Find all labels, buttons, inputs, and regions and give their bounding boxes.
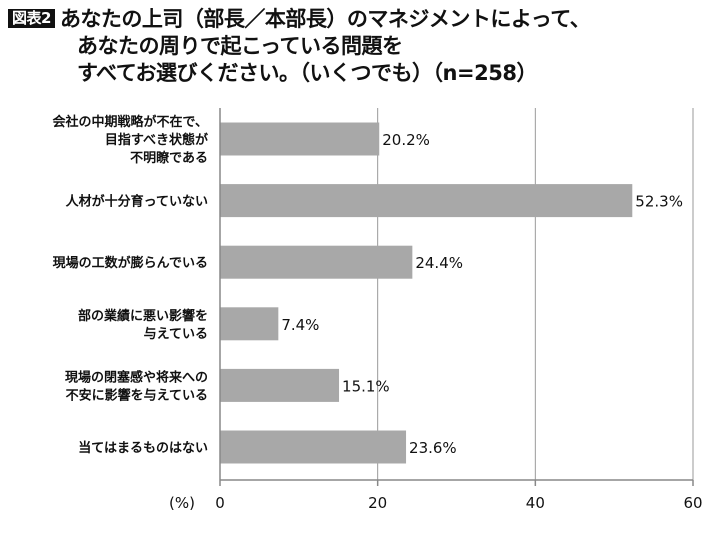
value-label: 52.3% bbox=[635, 193, 683, 211]
bar bbox=[220, 368, 340, 402]
chart-title: 図表2 あなたの上司（部長／本部長）のマネジメントによって、 あなたの周りで起こっ… bbox=[8, 6, 708, 87]
title-line-1: 図表2 あなたの上司（部長／本部長）のマネジメントによって、 bbox=[8, 6, 708, 33]
x-tick-label: 0 bbox=[215, 494, 225, 512]
unit-label: (%) bbox=[169, 494, 195, 512]
bar bbox=[220, 245, 413, 279]
value-label: 7.4% bbox=[281, 316, 319, 334]
category-label: 会社の中期戦略が不在で、 bbox=[53, 114, 208, 130]
category-label: 与えている bbox=[144, 327, 208, 342]
category-label: 現場の閉塞感や将来への bbox=[65, 369, 208, 385]
category-label: 人材が十分育っていない bbox=[66, 194, 208, 210]
title-text-1: あなたの上司（部長／本部長）のマネジメントによって、 bbox=[59, 7, 591, 31]
bar bbox=[220, 122, 380, 156]
value-label: 23.6% bbox=[409, 439, 457, 457]
value-label: 20.2% bbox=[382, 131, 430, 149]
category-label: 現場の工数が膨らんでいる bbox=[53, 255, 208, 271]
category-label: 当てはまるものはない bbox=[78, 440, 208, 456]
category-label: 部の業績に悪い影響を bbox=[78, 308, 208, 324]
value-label: 15.1% bbox=[342, 377, 390, 395]
bar bbox=[220, 430, 407, 464]
x-tick-label: 60 bbox=[683, 494, 702, 512]
category-label: 不安に影響を与えている bbox=[66, 387, 208, 403]
category-label: 目指すべき状態が bbox=[105, 132, 208, 148]
bar bbox=[220, 184, 633, 218]
value-label: 24.4% bbox=[415, 254, 463, 272]
category-label: 不明瞭である bbox=[130, 150, 208, 166]
figure-badge: 図表2 bbox=[8, 9, 55, 28]
title-line-2: あなたの周りで起こっている問題を bbox=[77, 34, 403, 58]
x-tick-label: 20 bbox=[368, 494, 387, 512]
title-line-3: すべてお選びください。（いくつでも）（n=258） bbox=[77, 61, 537, 85]
x-tick-label: 40 bbox=[526, 494, 545, 512]
bar bbox=[220, 307, 279, 341]
